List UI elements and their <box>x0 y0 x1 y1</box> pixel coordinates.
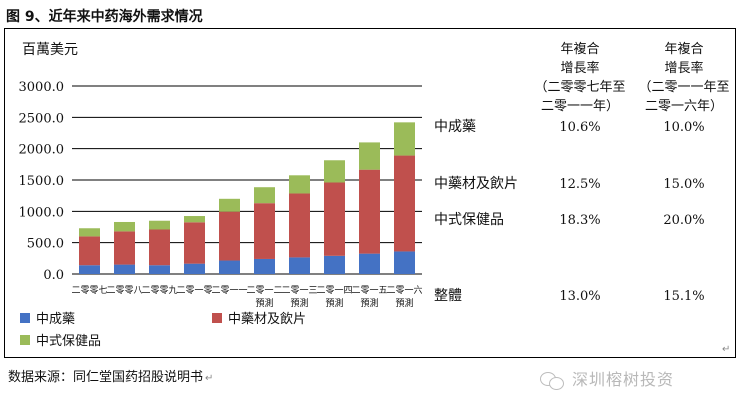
paragraph-mark: ↵ <box>722 344 731 355</box>
bar-segment <box>324 255 345 274</box>
bar-segment <box>79 228 100 237</box>
cagr-row-label: 中式保健品 <box>434 212 504 228</box>
legend-label: 中式保健品 <box>36 334 101 349</box>
bar-segment <box>289 175 310 194</box>
legend-label: 中藥材及飲片 <box>228 311 306 327</box>
cagr-value: 12.5% <box>559 177 600 192</box>
x-tick-label: 二零一二 <box>246 285 282 296</box>
bar-segment <box>149 265 170 274</box>
bar-segment <box>184 216 205 223</box>
bar-segment <box>219 260 240 274</box>
cagr-value: 18.3% <box>559 213 600 228</box>
bar-segment <box>324 160 345 183</box>
legend-label: 中成藥 <box>36 312 75 327</box>
bar-segment <box>359 169 380 254</box>
bar-segment <box>114 231 135 265</box>
x-tick-label: 二零一六 <box>386 284 422 296</box>
bar-segment <box>79 236 100 266</box>
cagr-column-header: 二零一一年） <box>541 99 619 114</box>
bar-segment <box>219 198 240 212</box>
x-tick-label: 預測 <box>395 297 413 309</box>
x-tick-label: 二零一五 <box>351 285 387 296</box>
cagr-column-header: （二零一一年至 <box>638 80 729 95</box>
cagr-value: 20.0% <box>663 213 704 228</box>
bar-segment <box>149 229 170 266</box>
y-tick-label: 0.0 <box>43 268 64 283</box>
bar-segment <box>324 182 345 256</box>
y-tick-label: 1500.0 <box>19 174 65 189</box>
legend-swatch <box>20 313 30 323</box>
cagr-value: 15.1% <box>663 289 704 304</box>
bar-segment <box>359 142 380 170</box>
legend-swatch <box>20 335 30 345</box>
cagr-value: 10.6% <box>559 120 600 135</box>
cagr-row-label: 中藥材及飲片 <box>434 176 518 192</box>
watermark-text: 深圳榕树投资 <box>572 370 675 389</box>
x-tick-label: 二零一三 <box>281 285 317 296</box>
legend-swatch <box>212 313 222 323</box>
cagr-column-header: 年複合 <box>664 41 703 57</box>
bar-segment <box>79 265 100 274</box>
cagr-value: 10.0% <box>663 120 704 135</box>
x-tick-label: 二零一一 <box>211 285 247 296</box>
bar-segment <box>254 258 275 274</box>
bar-segment <box>394 251 415 274</box>
title-rule <box>4 28 736 29</box>
bar-segment <box>359 253 380 274</box>
cagr-column-header: 二零一六年） <box>645 99 723 114</box>
bar-segment <box>254 187 275 204</box>
watermark: 深圳榕树投资 <box>540 366 674 390</box>
y-tick-label: 3000.0 <box>19 80 65 95</box>
cagr-row-label: 整體 <box>434 288 462 304</box>
cagr-column-header: 增長率 <box>560 60 599 76</box>
bar-segment <box>219 211 240 261</box>
y-tick-label: 1000.0 <box>19 205 65 220</box>
wechat-icon <box>540 371 566 390</box>
cagr-column-header: （二零零七年至 <box>534 80 625 95</box>
bar-segment <box>184 263 205 274</box>
bar-segment <box>184 222 205 264</box>
x-tick-label: 預測 <box>255 297 273 309</box>
figure-title: 图 9、近年来中药海外需求情况 <box>6 9 203 25</box>
bar-segment <box>289 257 310 274</box>
y-tick-label: 500.0 <box>27 237 64 252</box>
bar-segment <box>114 264 135 274</box>
bar-segment <box>254 203 275 259</box>
stacked-bar-chart: 百萬美元 3000.0 2500.0 2000.0 1500.0 1000.0 500.0 0… <box>19 41 730 349</box>
x-tick-label: 二零一四 <box>316 285 352 296</box>
y-tick-label: 2000.0 <box>19 143 65 158</box>
chart-frame <box>4 28 736 358</box>
x-tick-label: 預測 <box>360 297 378 309</box>
cagr-value: 13.0% <box>559 289 600 304</box>
bar-segment <box>114 221 135 232</box>
cagr-row-label: 中成藥 <box>434 119 476 135</box>
bar-segment <box>394 122 415 156</box>
x-tick-label: 預測 <box>290 297 308 309</box>
y-axis-label: 百萬美元 <box>22 42 78 58</box>
x-tick-label: 預測 <box>325 297 343 309</box>
source-text: 数据来源：同仁堂国药招股说明书 <box>8 370 204 385</box>
x-tick-label: 二零零九 <box>141 285 177 296</box>
cagr-value: 15.0% <box>663 177 704 192</box>
x-tick-label: 二零一零 <box>176 285 212 296</box>
x-tick-label: 二零零七 <box>71 285 107 296</box>
bar-segment <box>149 220 170 230</box>
x-tick-label: 二零零八 <box>106 285 142 296</box>
cagr-column-header: 增長率 <box>664 60 703 76</box>
source-note: 数据来源：同仁堂国药招股说明书 ↵ <box>8 366 213 385</box>
bar-segment <box>394 155 415 252</box>
cagr-column-header: 年複合 <box>560 41 599 57</box>
y-tick-label: 2500.0 <box>19 111 65 126</box>
paragraph-mark: ↵ <box>205 373 214 384</box>
bar-segment <box>289 193 310 258</box>
